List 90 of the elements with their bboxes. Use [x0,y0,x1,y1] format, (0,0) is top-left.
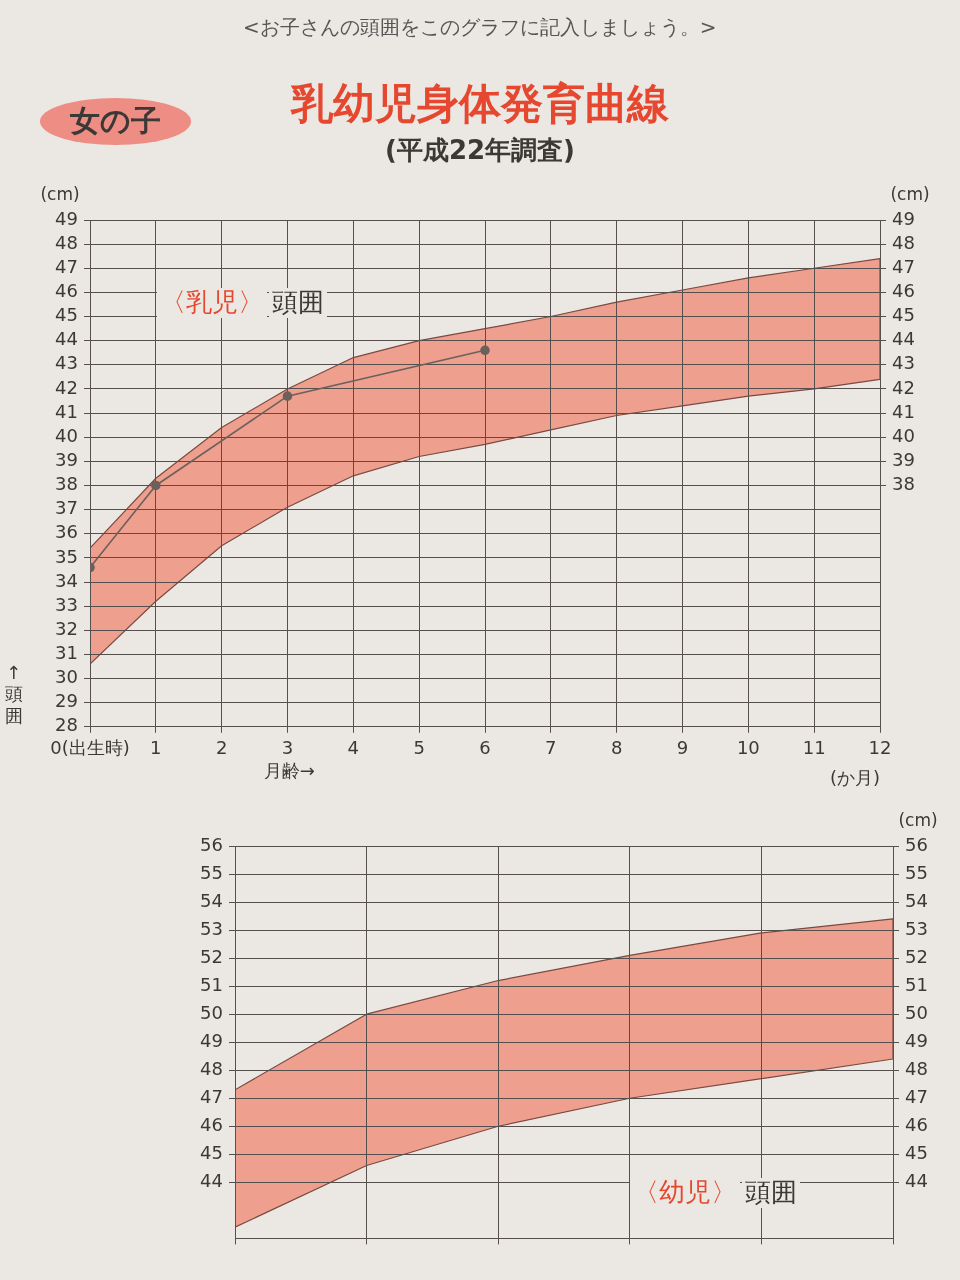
y2-tick-label: 55 [905,861,928,883]
y-tick-label: 31 [55,642,78,664]
y-tick-label: 52 [200,945,223,967]
y2-tick-label: 42 [892,376,915,398]
y-tick-label: 48 [55,231,78,253]
y-tick-label: 38 [55,473,78,495]
y2-tick-label: 45 [905,1141,928,1163]
y2-tick-label: 43 [892,352,915,374]
y2-tick-label: 40 [892,424,915,446]
y-tick-label: 40 [55,424,78,446]
y-axis-title: (cm) [40,183,80,204]
y-tick-label: 35 [55,545,78,567]
point [151,480,161,491]
y2-tick-label: 49 [892,207,915,229]
y2-tick-label: 47 [905,1085,928,1107]
badge: 女の子 [40,98,191,145]
y-tick-label: 37 [55,497,78,519]
y2-tick-label: 56 [905,833,928,855]
x-tick-label: 3 [281,737,294,759]
y2-tick-label: 46 [892,280,915,302]
y-tick-label: 56 [200,833,223,855]
x-tick-label: 11 [802,737,826,759]
annotation: 〈幼児〉 [629,1176,740,1208]
y2-tick-label: 46 [905,1113,928,1135]
x-tick-label: 10 [736,737,760,759]
y2-tick-label: 48 [905,1057,928,1079]
y2-tick-label: 38 [892,473,915,495]
y-tick-label: 48 [200,1057,223,1079]
x-tick-label: 7 [545,737,557,759]
y2-tick-label: 53 [905,917,928,939]
y-tick-label: 44 [200,1170,223,1192]
y-tick-label: 29 [55,690,78,712]
y2-tick-label: 39 [892,449,915,471]
y2-tick-label: 50 [905,1001,928,1023]
y-tick-label: 55 [200,861,223,883]
x-tick-label: 2 [215,737,228,759]
annotation: 〈乳児〉 [157,287,268,319]
y-tick-label: 33 [55,593,78,615]
y2-tick-label: 52 [905,945,928,967]
x-axis-title: (か月) [829,766,880,788]
y-tick-label: 32 [55,617,78,639]
chart-subtitle: (平成22年調査) [385,135,575,166]
y2-tick-label: 49 [905,1029,928,1051]
x-tick-label: 12 [868,737,892,759]
y2-tick-label: 44 [905,1170,928,1192]
y2-tick-label: 41 [892,400,915,422]
y-tick-label: 43 [55,352,78,374]
y2-tick-label: 51 [905,973,928,995]
y-tick-label: 46 [55,280,78,302]
y-tick-label: 42 [55,376,78,398]
y2-axis-title: (cm) [890,183,930,204]
x-tick-label: 1 [150,737,162,759]
y-tick-label: 49 [55,207,78,229]
y2-tick-label: 44 [892,328,915,350]
y-tick-label: 49 [200,1029,223,1051]
y-tick-label: 54 [200,889,223,911]
point [282,391,293,401]
y-tick-label: 50 [200,1001,223,1023]
y-tick-label: 47 [200,1085,223,1107]
x-tick-label: 5 [413,737,425,759]
annotation: 頭囲 [742,1177,800,1208]
y-tick-label: 53 [200,917,223,939]
y-tick-label: 45 [55,304,78,326]
y2-tick-label: 54 [905,889,928,911]
x-tick-label: 4 [347,737,360,759]
y2-axis-title: (cm) [898,809,938,830]
x-tick-label: 0(出生時) [50,737,130,759]
y2-tick-label: 47 [892,255,915,277]
x-tick-label: 9 [676,737,689,759]
chart-title: 乳幼児身体発育曲線 [291,79,669,129]
y-tick-label: 44 [55,328,78,350]
y-tick-label: 39 [55,449,78,471]
text: 月齢→ [263,759,315,782]
y-tick-label: 41 [55,400,78,422]
y-tick-label: 45 [200,1141,223,1163]
y-tick-label: 36 [55,521,78,543]
y-tick-label: 34 [55,569,78,591]
y-tick-label: 46 [200,1113,223,1135]
y-tick-label: 28 [55,714,78,736]
text: ↑頭囲 [4,661,24,727]
y-tick-label: 30 [55,666,78,688]
x-tick-label: 8 [610,737,623,759]
y-tick-label: 47 [55,255,78,277]
point [480,345,490,356]
y2-tick-label: 48 [892,231,915,253]
annotation: 頭囲 [269,287,327,318]
text: <お子さんの頭囲をこのグラフに記入しましょう。> [243,15,717,39]
y2-tick-label: 45 [892,304,915,326]
x-tick-label: 6 [479,737,491,759]
y-tick-label: 51 [200,973,223,995]
